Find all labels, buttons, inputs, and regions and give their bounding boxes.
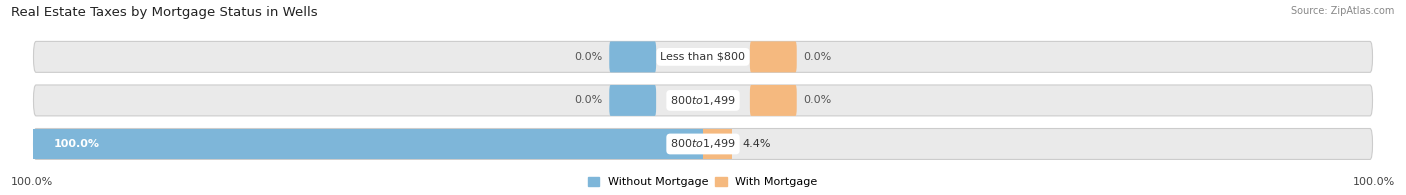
FancyBboxPatch shape <box>34 129 1372 160</box>
FancyBboxPatch shape <box>34 85 1372 116</box>
Text: Less than $800: Less than $800 <box>661 52 745 62</box>
FancyBboxPatch shape <box>609 41 657 72</box>
FancyBboxPatch shape <box>609 85 657 116</box>
Text: 0.0%: 0.0% <box>574 95 603 105</box>
FancyBboxPatch shape <box>749 41 797 72</box>
Text: 100.0%: 100.0% <box>11 177 53 187</box>
FancyBboxPatch shape <box>749 85 797 116</box>
Bar <box>703 129 733 160</box>
Text: 100.0%: 100.0% <box>53 139 100 149</box>
Text: Real Estate Taxes by Mortgage Status in Wells: Real Estate Taxes by Mortgage Status in … <box>11 6 318 19</box>
Text: 0.0%: 0.0% <box>574 52 603 62</box>
Text: 0.0%: 0.0% <box>803 52 832 62</box>
Text: 4.4%: 4.4% <box>742 139 770 149</box>
Text: 100.0%: 100.0% <box>1353 177 1395 187</box>
Text: Source: ZipAtlas.com: Source: ZipAtlas.com <box>1291 6 1395 16</box>
Text: 0.0%: 0.0% <box>803 95 832 105</box>
Bar <box>34 129 703 160</box>
Text: $800 to $1,499: $800 to $1,499 <box>671 94 735 107</box>
Text: $800 to $1,499: $800 to $1,499 <box>671 137 735 151</box>
FancyBboxPatch shape <box>34 41 1372 72</box>
Legend: Without Mortgage, With Mortgage: Without Mortgage, With Mortgage <box>588 177 818 188</box>
